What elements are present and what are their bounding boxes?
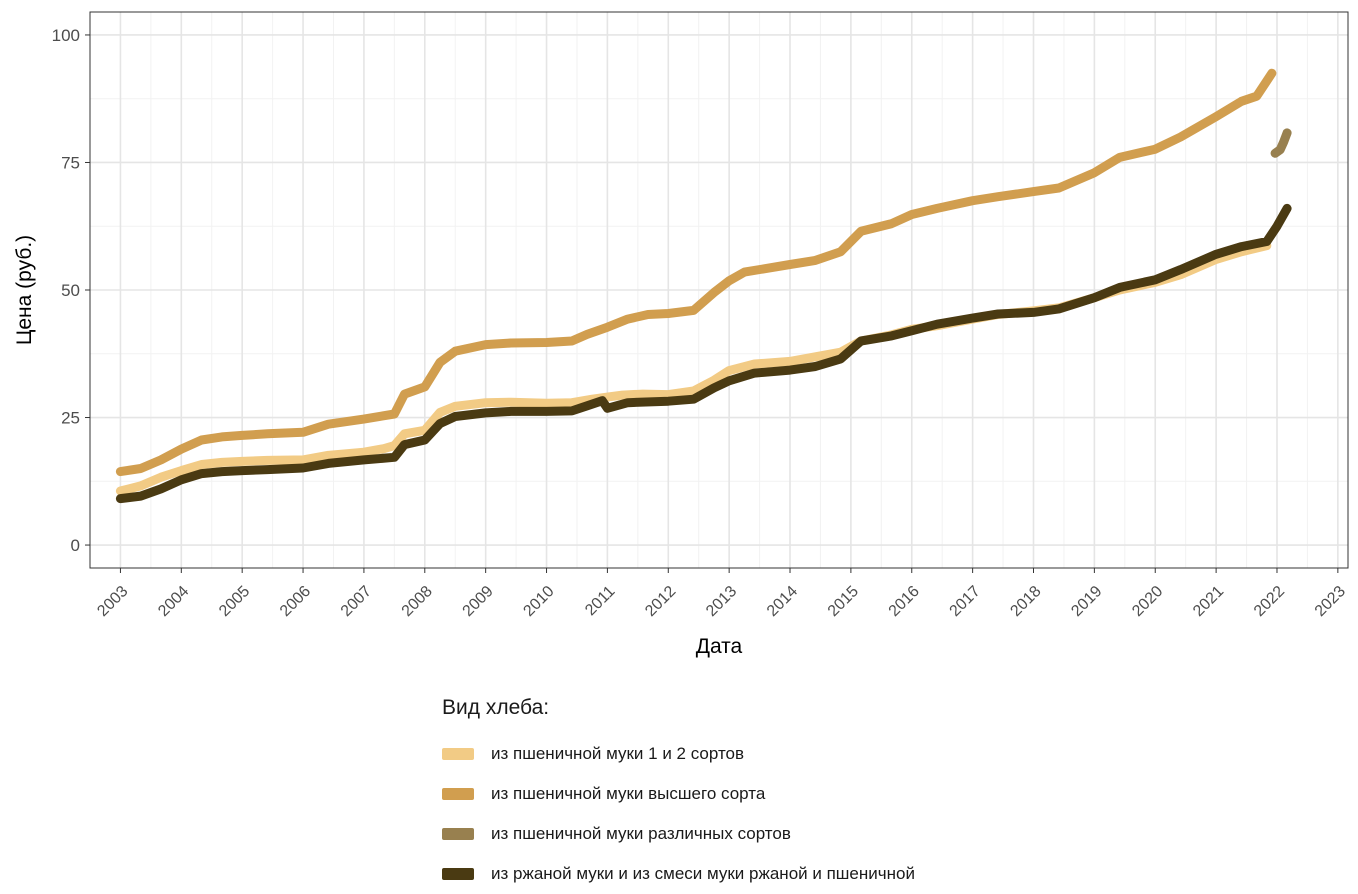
x-tick-label: 2015 [825, 583, 862, 620]
x-tick-label: 2017 [947, 583, 984, 620]
x-tick-label: 2009 [460, 583, 497, 620]
x-tick-label: 2004 [155, 583, 192, 620]
x-tick-label: 2020 [1129, 583, 1166, 620]
legend-label-rye-mix: из ржаной муки и из смеси муки ржаной и … [491, 864, 915, 883]
y-axis-title: Цена (руб.) [13, 235, 36, 345]
y-tick-label: 50 [61, 281, 80, 300]
y-tick-label: 25 [61, 409, 80, 428]
legend-item-rye-mix: из ржаной муки и из смеси муки ржаной и … [442, 854, 915, 894]
x-tick-label: 2023 [1312, 583, 1349, 620]
series-line-wheat-various [1270, 128, 1292, 158]
series-line-wheat-premium [115, 68, 1277, 477]
legend-key-wheat-various [442, 828, 474, 840]
legend-title: Вид хлеба: [442, 696, 550, 719]
x-tick-label: 2007 [338, 583, 375, 620]
x-axis-title: Дата [696, 635, 743, 658]
x-tick-label: 2008 [399, 583, 436, 620]
x-tick-label: 2006 [277, 583, 314, 620]
series-line-rye-mix [115, 203, 1292, 504]
x-tick-label: 2014 [764, 583, 801, 620]
chart-root: 2003 2004 2005 2006 2007 2008 2009 2010 2011 2012… [13, 11, 1349, 883]
x-tick-label: 2022 [1251, 583, 1288, 620]
x-tick-label: 2019 [1068, 583, 1105, 620]
x-tick-label: 2005 [216, 583, 253, 620]
x-tick-label: 2016 [886, 583, 923, 620]
legend: Вид хлеба: из пшеничной муки 1 и 2 сорто… [442, 696, 915, 894]
x-tick-label: 2013 [703, 583, 740, 620]
legend-key-wheat-1-2-grade [442, 748, 474, 760]
legend-item-wheat-various: из пшеничной муки различных сортов [442, 814, 915, 854]
y-tick-label: 75 [61, 153, 80, 172]
x-tick-label: 2010 [520, 583, 557, 620]
legend-key-wheat-premium [442, 788, 474, 800]
legend-item-wheat-1-2-grade: из пшеничной муки 1 и 2 сортов [442, 734, 915, 774]
y-tick-label: 0 [71, 536, 80, 555]
x-tick-label: 2021 [1190, 583, 1227, 620]
x-tick-label: 2011 [582, 583, 618, 619]
legend-item-wheat-premium: из пшеничной муки высшего сорта [442, 774, 915, 814]
x-tick-label: 2003 [94, 583, 131, 620]
legend-label-wheat-various: из пшеничной муки различных сортов [491, 824, 791, 843]
legend-label-wheat-premium: из пшеничной муки высшего сорта [491, 784, 766, 803]
y-tick-label: 100 [52, 26, 80, 45]
legend-label-wheat-1-2-grade: из пшеничной муки 1 и 2 сортов [491, 744, 745, 763]
line-chart: 2003 2004 2005 2006 2007 2008 2009 2010 2011 2012… [13, 11, 1349, 658]
x-tick-label: 2012 [642, 583, 679, 620]
legend-key-rye-mix [442, 868, 474, 880]
x-tick-label: 2018 [1007, 583, 1044, 620]
series-lines [115, 68, 1292, 504]
